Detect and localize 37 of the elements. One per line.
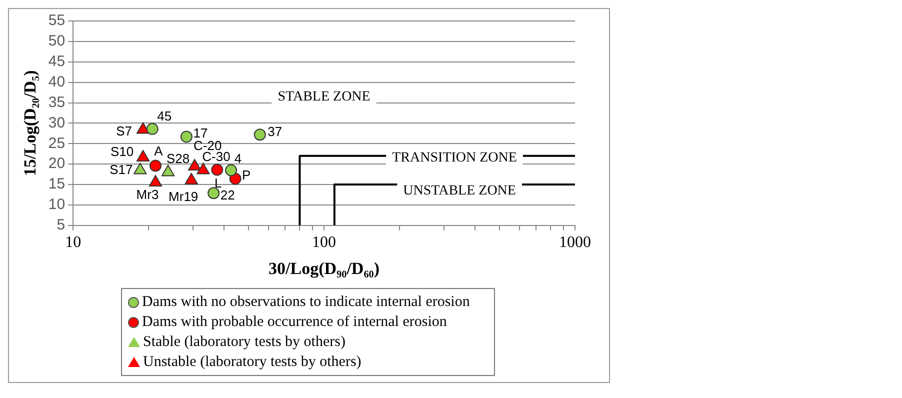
legend-label: Dams with probable occurrence of internal erosion [142, 313, 447, 332]
y-tick-label: 50 [48, 32, 66, 50]
legend-label: Stable (laboratory tests by others) [143, 333, 346, 352]
legend-label: Dams with no observations to indicate internal erosion [142, 293, 470, 312]
x-tick-label: 1000 [559, 234, 591, 252]
annotation: S17 [110, 162, 133, 177]
annotation: L [214, 175, 222, 190]
annotation: Mr3 [136, 187, 159, 202]
x-tick-label: 100 [312, 234, 336, 252]
annotation: P [242, 167, 251, 182]
y-tick-label: 40 [48, 73, 66, 90]
y-tick-label: 20 [48, 155, 66, 172]
annotation: S7 [116, 123, 132, 138]
annotation: 4 [234, 150, 242, 166]
y-tick-label: 15 [48, 176, 66, 193]
y-tick-label: 5 [56, 216, 66, 234]
y-tick-label: 55 [48, 12, 66, 30]
y-axis-title: 15/Log(D₂₀/D₅) [20, 70, 40, 176]
x-tick-label: 10 [65, 234, 82, 252]
annotation: A [154, 143, 164, 158]
annotation: S10 [110, 144, 134, 160]
annotation: 37 [268, 124, 282, 140]
y-tick-label: 25 [48, 134, 66, 152]
y-tick-label: 10 [48, 196, 66, 214]
y-tick-label: 35 [48, 94, 66, 111]
annotation: UNSTABLE ZONE [403, 183, 516, 198]
x-axis-title: 30/Log(D₉₀/D₆₀) [268, 259, 380, 278]
annotation: S28 [166, 150, 190, 166]
annotation: 17 [193, 125, 208, 140]
legend-label: Unstable (laboratory tests by others) [143, 353, 362, 372]
annotation: STABLE ZONE [278, 89, 370, 104]
y-tick-label: 30 [48, 114, 66, 132]
annotation: 22 [220, 188, 235, 203]
annotation: 45 [157, 108, 172, 124]
annotation: Mr19 [168, 189, 198, 204]
y-tick-label: 45 [48, 53, 66, 70]
annotation: TRANSITION ZONE [392, 150, 517, 166]
